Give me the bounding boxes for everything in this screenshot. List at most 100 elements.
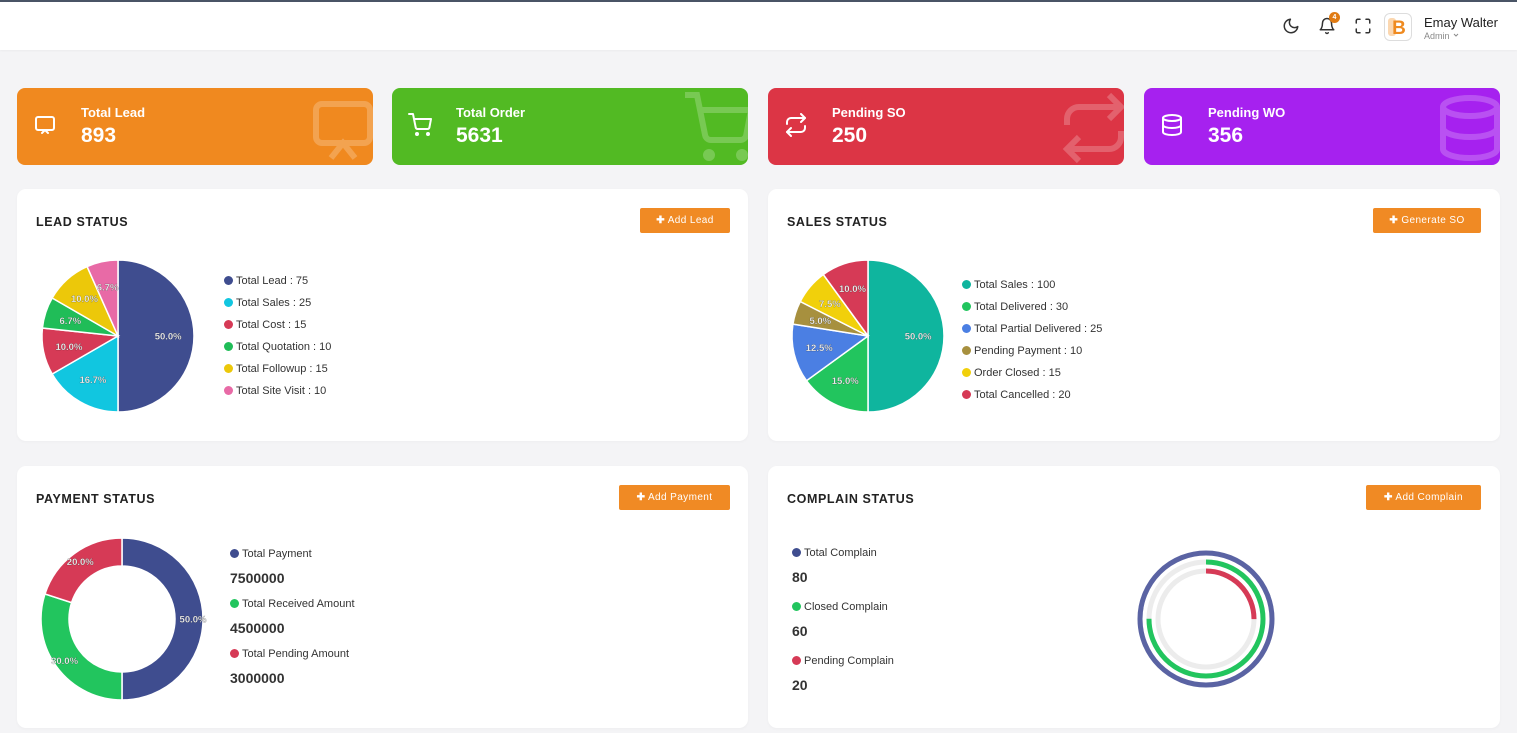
- legend-dot: [792, 548, 801, 557]
- button-label: Add Lead: [667, 215, 714, 226]
- stat-card-total-order: Total Order 5631: [392, 88, 748, 165]
- pie-slice: [40, 593, 123, 701]
- legend-item: Pending Payment : 10: [962, 340, 1102, 362]
- legend-dot: [962, 346, 971, 355]
- legend-item: Total Lead : 75: [224, 270, 331, 292]
- slice-label: 10.0%: [71, 294, 98, 305]
- legend-label: Total Sales : 100: [974, 279, 1056, 291]
- slice-label: 6.7%: [97, 282, 119, 293]
- legend-label: Total Lead : 75: [236, 275, 309, 287]
- cart-bg-icon: [685, 92, 748, 161]
- legend-dot: [962, 324, 971, 333]
- legend-label: Total Delivered : 30: [974, 301, 1069, 313]
- add-complain-button[interactable]: ✚ Add Complain: [1366, 485, 1481, 510]
- notifications-button[interactable]: 4: [1318, 12, 1340, 35]
- slice-label: 30.0%: [51, 656, 78, 667]
- plus-icon: ✚: [1383, 492, 1393, 503]
- maximize-icon: [1355, 18, 1371, 34]
- complain-summary-list: Total Complain 80 Closed Complain 60 Pen…: [792, 546, 894, 695]
- stat-card-total-lead: Total Lead 893: [17, 88, 373, 165]
- legend-dot: [962, 368, 971, 377]
- legend-dot: [792, 656, 801, 665]
- slice-label: 12.5%: [806, 343, 833, 354]
- legend-dot: [224, 320, 233, 329]
- lead-status-card: LEAD STATUS ✚ Add Lead 50.0% 16.7% 10.0% 6.…: [17, 189, 748, 441]
- legend-item: Total Sales : 100: [962, 274, 1102, 296]
- avatar[interactable]: B: [1384, 13, 1412, 41]
- database-bg-icon: [1440, 95, 1500, 162]
- radial-bar: [1137, 550, 1275, 688]
- lead-status-pie-chart: 50.0%16.7%10.0%6.7%10.0%6.7%: [41, 259, 195, 413]
- legend-label: Total Partial Delivered : 25: [974, 323, 1103, 335]
- legend-item: Total Partial Delivered : 25: [962, 318, 1102, 340]
- pie-slice: [805, 334, 869, 413]
- slice-label: 20.0%: [67, 557, 94, 568]
- cart-icon: [408, 113, 432, 136]
- payment-status-donut-chart: 50.0% 30.0% 20.0%: [40, 537, 207, 701]
- slice-label: 50.0%: [905, 332, 932, 343]
- legend-item: Total Cancelled : 20: [962, 384, 1102, 406]
- summary-label: Total Received Amount: [230, 597, 355, 612]
- card-title: PAYMENT STATUS: [36, 492, 156, 506]
- presentation-icon: [35, 116, 55, 134]
- legend-label: Total Site Visit : 10: [236, 385, 327, 397]
- summary-label: Total Complain: [792, 546, 894, 561]
- summary-label: Pending Complain: [792, 654, 894, 669]
- add-payment-button[interactable]: ✚ Add Payment: [619, 485, 730, 510]
- user-name: Emay Walter: [1424, 15, 1498, 30]
- slice-label: 10.0%: [55, 342, 82, 353]
- slice-label: 10.0%: [839, 284, 866, 295]
- legend-dot: [224, 298, 233, 307]
- slice-label: 7.5%: [819, 299, 841, 310]
- stat-value: 5631: [456, 124, 503, 147]
- legend-item: Total Delivered : 30: [962, 296, 1102, 318]
- stat-value: 356: [1208, 124, 1244, 147]
- user-role: Admin: [1424, 31, 1450, 41]
- legend-dot: [224, 276, 233, 285]
- legend-dot: [230, 599, 239, 608]
- legend-label: Total Cost : 15: [236, 319, 307, 331]
- card-title: LEAD STATUS: [36, 215, 129, 229]
- legend-label: Total Quotation : 10: [236, 341, 332, 353]
- summary-label: Total Pending Amount: [230, 647, 355, 662]
- summary-value: 3000000: [230, 670, 285, 686]
- generate-so-button[interactable]: ✚ Generate SO: [1373, 208, 1481, 233]
- complain-status-radial-chart: [1137, 550, 1275, 688]
- stat-card-pending-so: Pending SO 250: [768, 88, 1124, 165]
- fullscreen-button[interactable]: [1354, 17, 1372, 35]
- add-lead-button[interactable]: ✚ Add Lead: [640, 208, 730, 233]
- stat-label: Total Order: [456, 105, 526, 120]
- legend-dot: [224, 342, 233, 351]
- legend-label: Total Cancelled : 20: [974, 389, 1071, 401]
- summary-value: 7500000: [230, 570, 285, 586]
- slice-label: 15.0%: [832, 376, 859, 387]
- stat-value: 250: [832, 124, 868, 147]
- dark-mode-toggle[interactable]: [1282, 17, 1300, 35]
- stat-value: 893: [81, 124, 117, 147]
- card-title: COMPLAIN STATUS: [787, 492, 915, 506]
- user-role-dropdown[interactable]: Admin: [1424, 31, 1460, 41]
- legend-dot: [962, 280, 971, 289]
- notification-badge: 4: [1329, 12, 1340, 23]
- slice-label: 5.0%: [809, 316, 831, 327]
- legend-dot: [792, 602, 801, 611]
- stat-label: Total Lead: [81, 105, 146, 120]
- sales-status-legend: Total Sales : 100 Total Delivered : 30 Tot…: [962, 274, 1102, 406]
- plus-icon: ✚: [636, 492, 646, 503]
- plus-icon: ✚: [1389, 215, 1399, 226]
- pie-slice: [822, 259, 869, 339]
- summary-value: 80: [792, 569, 808, 585]
- payment-summary-list: Total Payment 7500000 Total Received Amo…: [230, 547, 355, 688]
- summary-value: 60: [792, 623, 808, 639]
- sales-status-card: SALES STATUS ✚ Generate SO 50.0% 15.0% 12.…: [768, 189, 1500, 441]
- summary-value: 20: [792, 677, 808, 693]
- legend-dot: [230, 649, 239, 658]
- pie-slice: [867, 259, 945, 413]
- legend-dot: [224, 364, 233, 373]
- top-accent-line: [0, 0, 1517, 2]
- bell-icon: [1319, 17, 1335, 35]
- presentation-bg-icon: [313, 101, 373, 160]
- slice-label: 50.0%: [155, 332, 182, 343]
- legend-item: Total Quotation : 10: [224, 336, 331, 358]
- pie-slice: [44, 537, 123, 604]
